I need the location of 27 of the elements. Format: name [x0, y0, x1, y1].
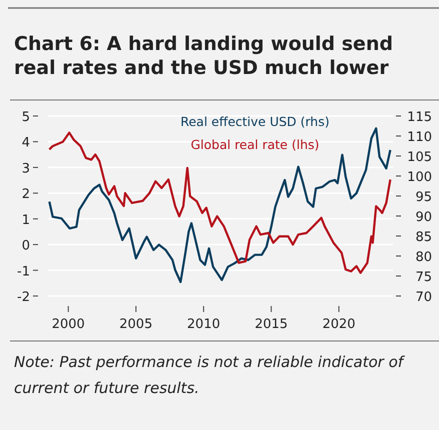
- y-tick-label: 2: [22, 187, 30, 202]
- y2-tick-label: 105: [407, 150, 432, 165]
- y2-tick-label: 95: [415, 190, 432, 205]
- y2-tick-label: 90: [415, 210, 432, 225]
- y-tick-label: -1: [17, 264, 30, 280]
- text: Note: Past performance is not a reliable indicator of current or future results.: [14, 353, 406, 397]
- y2-tick-label: 85: [415, 230, 432, 245]
- x-tick-label: 2020: [322, 317, 356, 332]
- y2-tick-label: 70: [415, 290, 432, 305]
- x-tick-label: 2000: [52, 317, 85, 332]
- series-label: Global real rate (lhs): [190, 137, 320, 152]
- chart-title: Chart 6: A hard landing would send real rates and the USD much lower: [14, 33, 393, 79]
- y-tick-label: 5: [22, 110, 30, 125]
- text: Real effective USD (rhs): [180, 114, 330, 129]
- y2-tick-label: 75: [415, 270, 432, 285]
- x-tick-label: 2010: [187, 317, 220, 332]
- y2-tick-label: 115: [407, 110, 432, 125]
- y-tick-label: 0: [22, 238, 30, 254]
- y-tick-label: 1: [22, 212, 30, 228]
- x-tick-label: 2015: [254, 317, 288, 332]
- y2-tick-label: 110: [407, 130, 432, 145]
- y-tick-label: 3: [22, 161, 30, 176]
- y2-tick-label: 100: [407, 170, 432, 185]
- y-tick-label: 4: [22, 136, 30, 151]
- y-tick-label: -2: [17, 290, 30, 305]
- x-tick-label: 2005: [119, 317, 152, 332]
- y2-tick-label: 80: [415, 250, 432, 265]
